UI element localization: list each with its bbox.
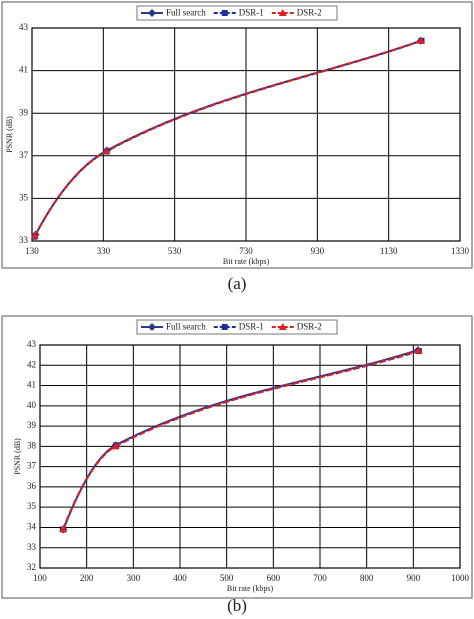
- legend-label: Full search: [166, 8, 206, 18]
- legend-marker: [221, 324, 228, 330]
- marker: [30, 231, 39, 239]
- legend-label: DSR-2: [297, 8, 322, 18]
- marker: [414, 346, 423, 354]
- y-tick-label: 39: [19, 107, 29, 117]
- x-tick-label: 400: [173, 573, 187, 583]
- x-axis-label: Bit rate (kbps): [223, 257, 270, 266]
- x-tick-label: 1000: [451, 573, 470, 583]
- plot-frame: [31, 27, 461, 242]
- legend-marker: [148, 9, 156, 17]
- legend-marker: [221, 10, 228, 16]
- caption: (b): [227, 596, 247, 615]
- y-tick-label: 42: [27, 359, 36, 369]
- legend-label: DSR-2: [297, 322, 322, 332]
- plot-frame: [39, 344, 461, 569]
- y-tick-label: 32: [27, 562, 36, 572]
- y-tick-label: 41: [19, 65, 28, 75]
- x-tick-label: 600: [267, 573, 281, 583]
- marker: [417, 36, 426, 44]
- legend-box: [136, 319, 338, 335]
- x-tick-label: 800: [360, 573, 374, 583]
- y-tick-label: 36: [27, 481, 37, 491]
- y-tick-label: 40: [27, 400, 37, 410]
- x-tick-label: 200: [80, 573, 94, 583]
- marker: [102, 147, 111, 155]
- y-tick-label: 38: [27, 440, 37, 450]
- x-tick-label: 130: [25, 246, 39, 256]
- legend-box: [136, 5, 338, 21]
- x-tick-label: 1130: [380, 246, 398, 256]
- x-tick-label: 730: [239, 246, 253, 256]
- legend-marker: [278, 323, 287, 330]
- x-axis-label: Bit rate (kbps): [227, 584, 274, 593]
- legend-label: DSR-1: [239, 8, 264, 18]
- x-tick-label: 530: [168, 246, 182, 256]
- marker: [111, 442, 120, 450]
- y-tick-label: 33: [27, 542, 37, 552]
- y-axis-label: PSNR (dB): [13, 438, 22, 475]
- y-tick-label: 37: [27, 461, 37, 471]
- series-line: [62, 349, 419, 530]
- x-tick-label: 500: [220, 573, 234, 583]
- chart-frame: [1, 315, 473, 599]
- x-tick-label: 930: [311, 246, 325, 256]
- y-tick-label: 43: [19, 22, 29, 32]
- legend-marker: [148, 323, 156, 331]
- legend-label: Full search: [166, 322, 206, 332]
- x-tick-label: 900: [407, 573, 421, 583]
- marker: [59, 525, 68, 533]
- y-tick-label: 35: [19, 192, 29, 202]
- x-tick-label: 330: [97, 246, 111, 256]
- series-line: [34, 39, 422, 236]
- y-tick-label: 34: [27, 522, 37, 532]
- x-tick-label: 100: [33, 573, 47, 583]
- x-tick-label: 1330: [451, 246, 470, 256]
- caption: (a): [228, 274, 247, 293]
- y-axis-label: PSNR (dB): [5, 116, 14, 153]
- legend-marker: [278, 9, 287, 16]
- y-tick-label: 41: [27, 380, 36, 390]
- y-tick-label: 37: [19, 150, 29, 160]
- series-line: [61, 350, 420, 530]
- series-line: [33, 39, 422, 237]
- series-line: [62, 349, 419, 530]
- chart-frame: [1, 1, 473, 269]
- y-tick-label: 43: [27, 339, 37, 349]
- y-tick-label: 35: [27, 501, 37, 511]
- y-tick-label: 33: [19, 235, 29, 245]
- y-tick-label: 39: [27, 420, 37, 430]
- legend-label: DSR-1: [239, 322, 264, 332]
- x-tick-label: 300: [127, 573, 141, 583]
- x-tick-label: 700: [313, 573, 327, 583]
